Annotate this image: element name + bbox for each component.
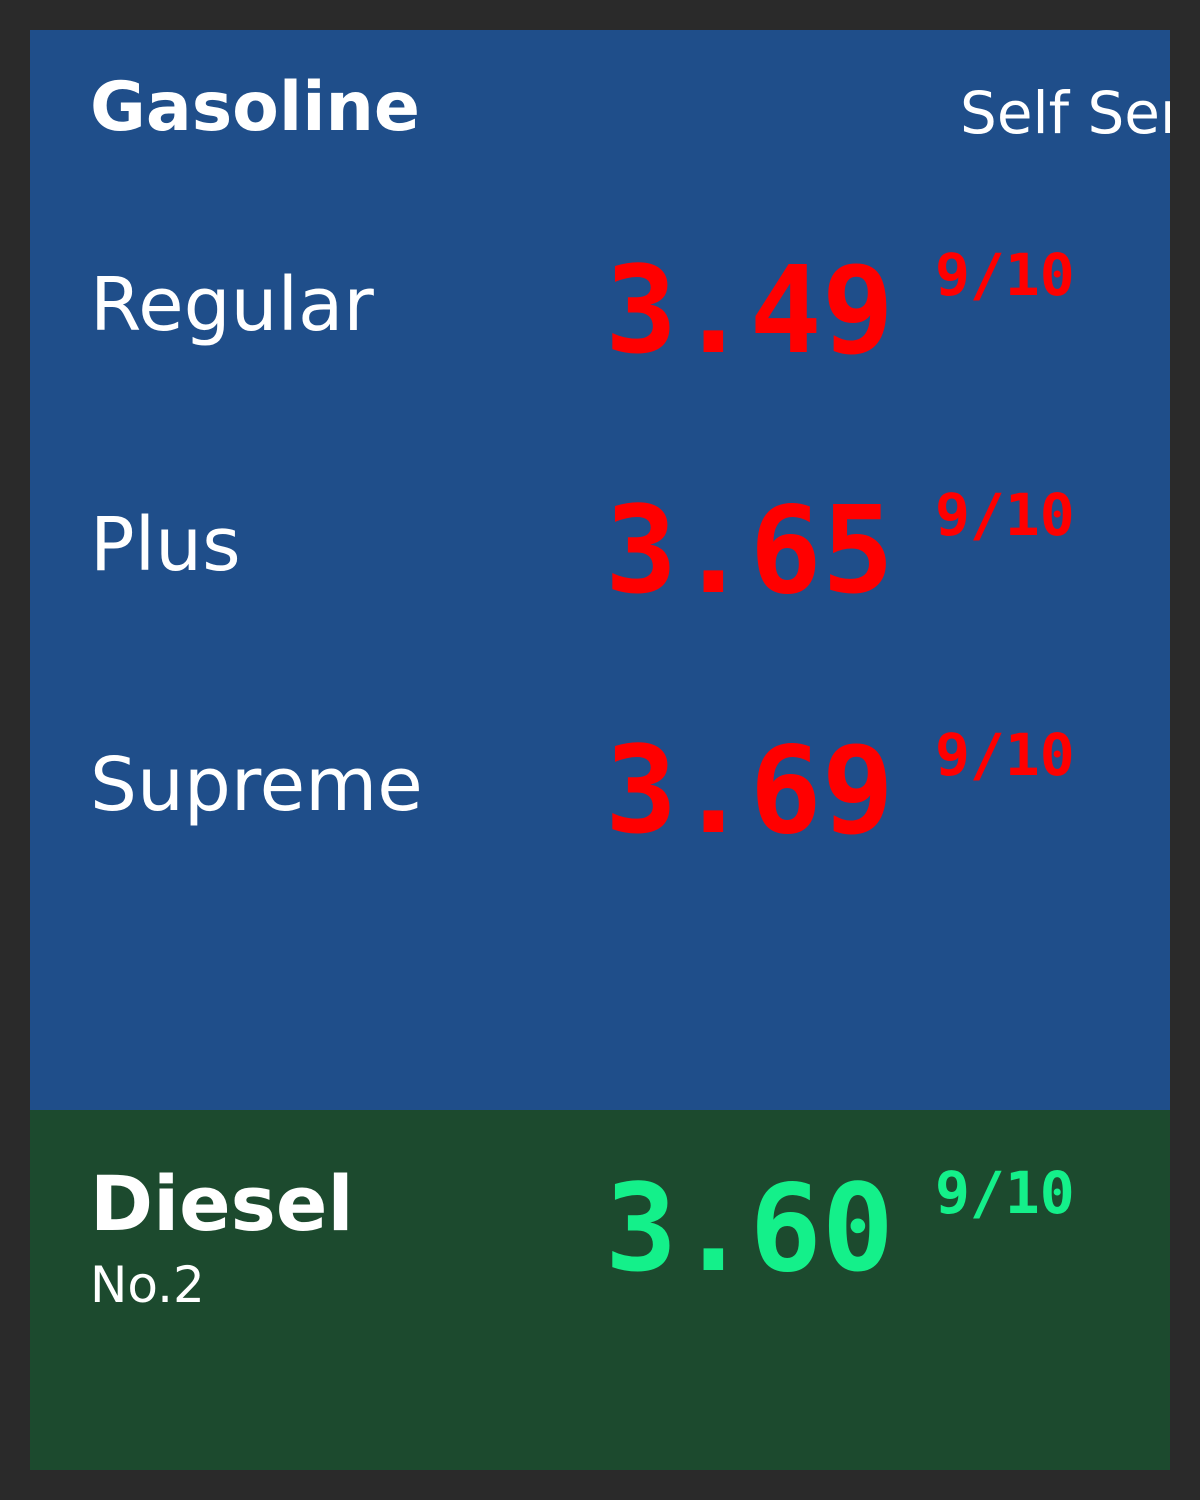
supreme-price-fraction: 9/10 (935, 721, 1075, 789)
grade-plus-price: 3.65 9/10 (605, 486, 1075, 612)
diesel-panel: Diesel No.2 3.60 9/10 (30, 1110, 1170, 1470)
gasoline-panel: Gasoline Self Serve Regular 3.49 9/10 Pl… (30, 30, 1170, 1110)
diesel-title: Diesel (90, 1159, 354, 1248)
grade-supreme-label: Supreme (90, 742, 423, 828)
diesel-price-value: 3.60 (605, 1160, 894, 1299)
regular-price-value: 3.49 (605, 242, 894, 381)
supreme-price-value: 3.69 (605, 722, 894, 861)
grade-plus-label: Plus (90, 502, 241, 588)
grade-regular-price: 3.49 9/10 (605, 246, 1075, 372)
plus-price-value: 3.65 (605, 482, 894, 621)
diesel-price: 3.60 9/10 (605, 1164, 1075, 1290)
diesel-subtitle: No.2 (90, 1256, 205, 1314)
regular-price-fraction: 9/10 (935, 241, 1075, 309)
grade-regular-label: Regular (90, 262, 374, 348)
price-sign: Gasoline Self Serve Regular 3.49 9/10 Pl… (30, 30, 1170, 1470)
plus-price-fraction: 9/10 (935, 481, 1075, 549)
self-serve-label: Self Serve (960, 84, 1170, 142)
grade-supreme-price: 3.69 9/10 (605, 726, 1075, 852)
gasoline-title: Gasoline (90, 68, 421, 147)
diesel-price-fraction: 9/10 (935, 1159, 1075, 1227)
